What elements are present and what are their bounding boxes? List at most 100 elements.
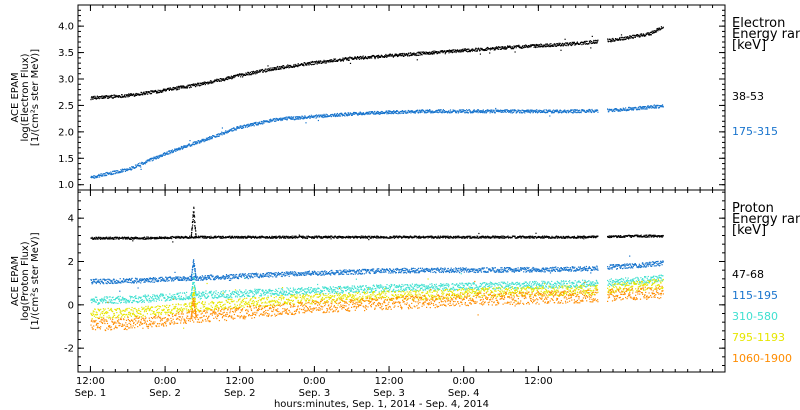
electron-point-175-315	[220, 133, 222, 135]
electron-point-175-315	[381, 110, 383, 113]
electron-point-38-53	[234, 76, 236, 78]
proton-point-47-68	[476, 237, 478, 239]
electron-point-175-315	[195, 143, 197, 145]
electron-point-175-315	[353, 112, 355, 114]
electron-point-38-53	[385, 56, 387, 58]
electron-point-175-315	[487, 109, 489, 111]
electron-point-38-53	[582, 41, 584, 43]
electron-point-38-53	[413, 52, 415, 54]
electron-point-38-53	[293, 64, 295, 66]
electron-point-175-315	[215, 136, 217, 138]
electron-point-175-315	[315, 114, 317, 117]
electron-point-38-53	[340, 59, 343, 62]
electron-point-175-315	[103, 173, 105, 175]
proton-point-47-68	[236, 237, 238, 239]
proton-point-47-68	[526, 236, 528, 238]
electron-point-175-315	[359, 112, 361, 114]
electron-point-175-315	[297, 117, 299, 119]
proton-point-47-68	[155, 238, 157, 240]
electron-point-38-53	[500, 48, 502, 50]
proton-point-47-68	[224, 237, 226, 239]
electron-point-38-53	[362, 55, 364, 57]
proton-point-47-68	[206, 236, 209, 238]
proton-point-47-68	[456, 235, 458, 237]
proton-point-47-68	[431, 236, 433, 238]
electron-point-38-53	[551, 45, 553, 47]
electron-point-38-53	[339, 59, 341, 61]
proton-point-47-68	[414, 235, 416, 237]
proton-point-47-68	[660, 236, 662, 238]
proton-point-47-68	[320, 236, 322, 238]
electron-point-175-315	[94, 177, 96, 179]
electron-point-38-53	[511, 46, 514, 48]
electron-point-175-315	[506, 109, 508, 111]
proton-point-47-68	[385, 237, 387, 239]
proton-point-47-68	[268, 236, 270, 239]
electron-point-38-53	[225, 77, 228, 79]
electron-point-175-315	[579, 109, 581, 111]
electron-point-38-53	[359, 55, 362, 58]
electron-point-175-315	[607, 109, 609, 111]
electron-point-175-315	[591, 111, 593, 114]
electron-point-175-315	[355, 112, 357, 114]
electron-point-38-53	[178, 86, 180, 88]
proton-point-47-68	[320, 236, 322, 238]
electron-point-175-315	[243, 127, 245, 129]
electron-point-175-315	[567, 112, 570, 114]
electron-point-38-53	[411, 52, 413, 55]
electron-point-38-53	[203, 81, 205, 83]
proton-point-47-68	[373, 236, 375, 238]
electron-point-38-53	[396, 55, 399, 58]
proton-point-47-68	[258, 236, 260, 238]
electron-point-38-53	[283, 67, 285, 70]
proton-point-47-68	[352, 236, 355, 238]
electron-point-175-315	[153, 157, 155, 159]
electron-point-175-315	[549, 115, 551, 117]
electron-point-38-53	[195, 86, 197, 88]
electron-point-175-315	[650, 105, 652, 107]
proton-point-47-68	[639, 236, 641, 238]
electron-point-38-53	[361, 56, 363, 58]
electron-point-38-53	[269, 69, 271, 71]
electron-point-38-53	[331, 61, 333, 63]
electron-point-38-53	[184, 87, 186, 89]
electron-point-38-53	[113, 96, 115, 98]
proton-point-47-68	[171, 238, 173, 240]
electron-point-175-315	[308, 115, 310, 117]
electron-point-38-53	[558, 44, 560, 47]
proton-point-47-68	[476, 235, 478, 237]
electron-point-38-53	[475, 47, 477, 49]
proton-point-47-68	[504, 235, 506, 238]
electron-point-38-53	[143, 92, 145, 94]
proton-point-47-68	[531, 236, 533, 238]
electron-point-38-53	[465, 50, 467, 52]
electron-point-175-315	[149, 158, 151, 160]
electron-point-38-53	[354, 57, 356, 59]
proton-point-47-68	[658, 235, 660, 237]
electron-point-38-53	[306, 64, 308, 66]
electron-point-38-53	[557, 43, 559, 45]
proton-point-47-68	[479, 237, 481, 239]
electron-point-38-53	[432, 50, 434, 52]
electron-point-38-53	[241, 74, 243, 76]
proton-point-47-68	[649, 236, 651, 238]
electron-point-175-315	[256, 123, 258, 125]
electron-point-38-53	[489, 52, 491, 54]
proton-point-47-68	[94, 238, 97, 240]
electron-point-38-53	[441, 51, 443, 53]
electron-point-38-53	[273, 67, 275, 69]
electron-point-175-315	[449, 109, 452, 111]
proton-point-47-68	[282, 236, 284, 238]
electron-point-38-53	[495, 46, 497, 48]
electron-point-38-53	[432, 52, 434, 54]
electron-point-175-315	[179, 149, 181, 151]
electron-point-175-315	[336, 115, 338, 117]
electron-point-175-315	[176, 148, 178, 150]
proton-point-115-195	[100, 278, 102, 280]
electron-point-38-53	[215, 79, 218, 81]
electron-point-38-53	[97, 96, 99, 98]
electron-point-175-315	[114, 170, 116, 172]
electron-point-38-53	[657, 27, 659, 30]
electron-point-175-315	[661, 106, 663, 108]
electron-point-175-315	[471, 111, 473, 113]
